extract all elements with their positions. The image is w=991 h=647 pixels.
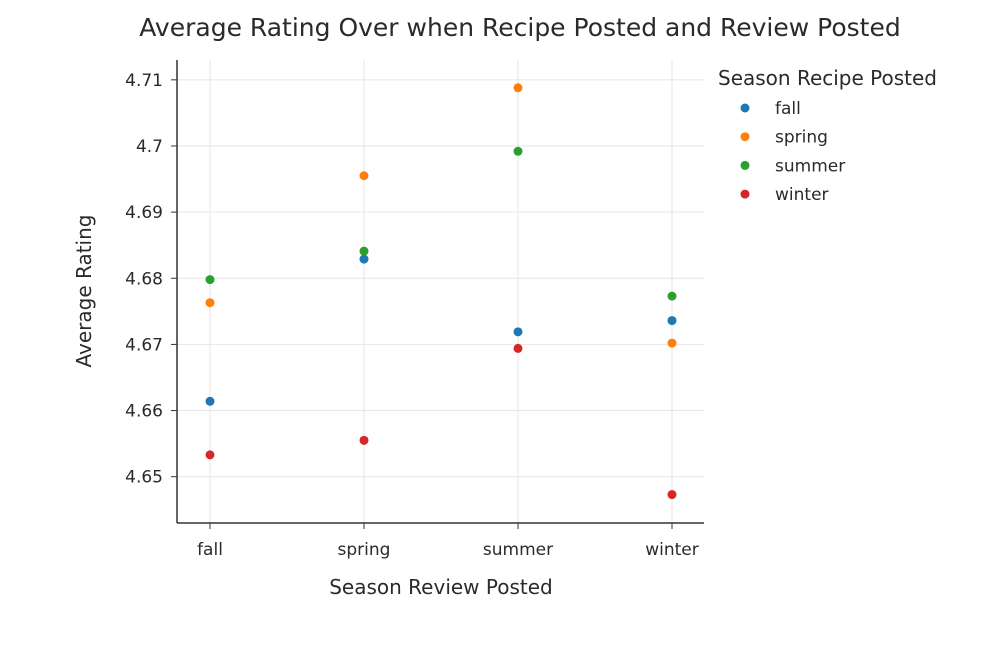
data-point-summer-spring [359, 246, 369, 256]
grid-lines [177, 60, 704, 523]
y-tick-label: 4.66 [125, 402, 163, 422]
y-tick-label: 4.71 [125, 71, 163, 91]
legend-label-winter: winter [775, 185, 829, 205]
y-tick-label: 4.7 [136, 137, 163, 157]
data-point-fall-fall [205, 396, 215, 406]
y-axis-title: Average Rating [72, 215, 96, 368]
data-point-spring-summer [513, 83, 523, 93]
data-point-spring-fall [205, 298, 215, 308]
legend-marker-summer [740, 160, 750, 170]
legend-marker-winter [740, 189, 750, 199]
x-tick-label: summer [483, 540, 553, 560]
axes [171, 60, 704, 529]
data-point-summer-fall [205, 275, 215, 285]
legend-items: fall spring summer winter [740, 99, 845, 205]
data-point-winter-winter [667, 490, 677, 500]
y-tick-label: 4.68 [125, 269, 163, 289]
y-tick-label: 4.65 [125, 468, 163, 488]
legend-label-fall: fall [775, 99, 801, 119]
legend-label-summer: summer [775, 156, 845, 176]
data-point-spring-spring [359, 171, 369, 181]
x-axis-title: Season Review Posted [329, 575, 553, 599]
x-tick-label: winter [645, 540, 699, 560]
legend-marker-fall [740, 103, 750, 113]
x-tick-label: spring [338, 540, 391, 560]
data-points [205, 83, 677, 500]
chart-title: Average Rating Over when Recipe Posted a… [139, 13, 900, 42]
data-point-summer-summer [513, 146, 523, 156]
data-point-winter-spring [359, 435, 369, 445]
legend-title: Season Recipe Posted [718, 66, 937, 90]
legend: Season Recipe Posted fall spring summer win… [718, 66, 937, 205]
data-point-winter-fall [205, 450, 215, 460]
legend-marker-spring [740, 132, 750, 142]
y-tick-label: 4.69 [125, 203, 163, 223]
y-tick-label: 4.67 [125, 335, 163, 355]
data-point-fall-winter [667, 316, 677, 326]
data-point-winter-summer [513, 343, 523, 353]
tick-labels: 4.65 4.66 4.67 4.68 4.69 4.7 4.71 fall spring sum… [125, 71, 699, 560]
data-point-fall-spring [359, 254, 369, 264]
data-point-fall-summer [513, 327, 523, 337]
data-point-spring-winter [667, 338, 677, 348]
legend-label-spring: spring [775, 128, 828, 148]
data-point-summer-winter [667, 291, 677, 301]
x-tick-label: fall [197, 540, 223, 560]
